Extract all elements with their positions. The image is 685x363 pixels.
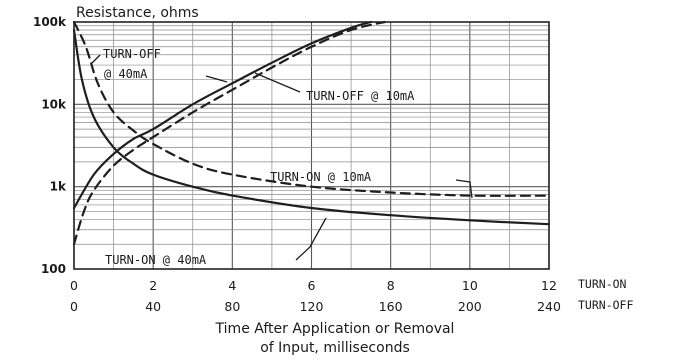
x-tick-label-turn-off: 80	[224, 299, 240, 314]
x-tick-label-turn-on: 8	[387, 278, 395, 293]
x-tick-label-turn-off: 160	[379, 299, 403, 314]
y-tick-label: 10k	[41, 97, 67, 111]
x-tick-label-turn-off: 0	[70, 299, 78, 314]
x-tick-label-turn-on: 10	[462, 278, 478, 293]
x-tick-label-turn-on: 2	[149, 278, 157, 293]
annotation-turn-off-10: TURN-OFF @ 10mA	[306, 89, 415, 103]
y-axis-title: Resistance, ohms	[76, 5, 199, 21]
leader-turn-off-10	[254, 72, 301, 93]
annotation-turn-on-10: TURN-ON @ 10mA	[270, 170, 372, 184]
leader-turn-on-40	[295, 217, 327, 261]
x-tick-label-turn-on: 4	[228, 278, 236, 293]
x-tick-label-turn-off: 40	[145, 299, 161, 314]
series-turn-off-40ma	[72, 20, 372, 210]
x-axis-title-line-2: of Input, milliseconds	[260, 340, 410, 356]
x-axis-name-turn-off: TURN-OFF	[578, 298, 633, 312]
series-group	[72, 20, 551, 246]
annotations: TURN-OFF @ 40mA TURN-OFF @ 10mA TURN-ON …	[91, 47, 473, 267]
plot-frame	[73, 21, 550, 270]
x-tick-label-turn-on: 0	[70, 278, 78, 293]
y-tick-label: 100k	[33, 15, 67, 29]
x-tick-label-turn-off: 240	[537, 299, 561, 314]
series-turn-on-10ma	[72, 20, 551, 197]
y-tick-label: 100	[41, 262, 66, 276]
x-axis-name-turn-on: TURN-ON	[578, 277, 627, 291]
annotation-turn-on-40: TURN-ON @ 40mA	[105, 253, 207, 267]
x-tick-label-turn-off: 120	[300, 299, 324, 314]
x-tick-label-turn-on: 6	[308, 278, 316, 293]
y-tick-label: 1k	[50, 180, 67, 194]
series-turn-on-40ma	[72, 28, 551, 226]
annotation-turn-off-40-line1: TURN-OFF	[103, 47, 161, 61]
annotation-turn-off-40-line2: @ 40mA	[104, 67, 148, 81]
series-turn-off-10ma	[72, 20, 386, 246]
leader-turn-on-10	[455, 179, 473, 199]
leader-turn-off-40	[91, 54, 101, 64]
x-axis-title-line-1: Time After Application or Removal	[215, 321, 455, 337]
x-tick-label-turn-off: 200	[458, 299, 482, 314]
x-tick-label-turn-on: 12	[541, 278, 557, 293]
leader-turn-off-40b	[205, 75, 228, 83]
